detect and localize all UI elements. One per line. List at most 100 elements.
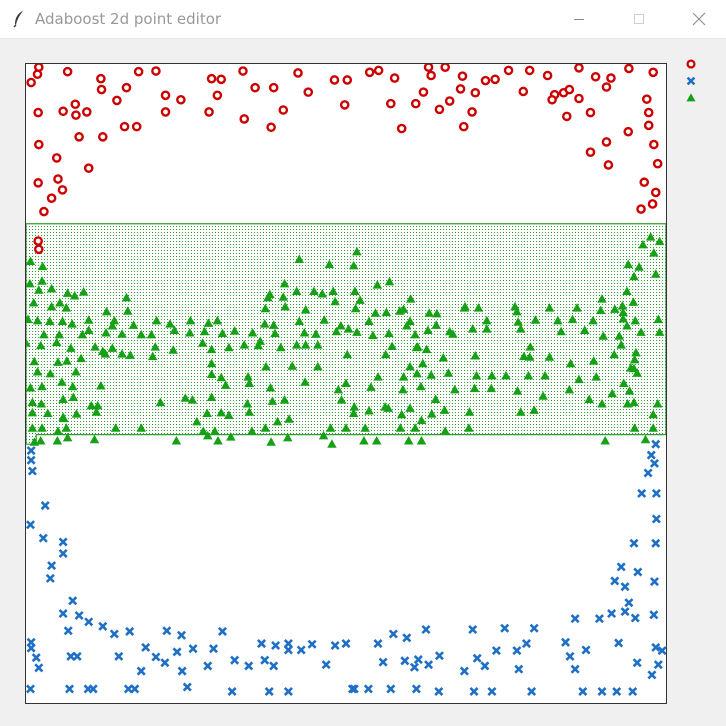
green-triangle-point[interactable] bbox=[515, 407, 526, 416]
green-triangle-point[interactable] bbox=[622, 320, 632, 330]
blue-cross-point[interactable] bbox=[257, 639, 267, 649]
green-triangle-point[interactable] bbox=[107, 343, 118, 352]
green-triangle-point[interactable] bbox=[460, 301, 470, 311]
red-circle-point[interactable] bbox=[33, 178, 43, 188]
green-triangle-point[interactable] bbox=[53, 426, 63, 435]
blue-cross-point[interactable] bbox=[651, 514, 661, 524]
green-triangle-point[interactable] bbox=[416, 381, 426, 391]
red-circle-point[interactable] bbox=[524, 65, 535, 76]
green-triangle-point[interactable] bbox=[283, 432, 293, 442]
green-triangle-point[interactable] bbox=[192, 416, 202, 426]
green-triangle-point[interactable] bbox=[324, 259, 335, 269]
green-triangle-point[interactable] bbox=[418, 358, 428, 368]
green-triangle-point[interactable] bbox=[247, 426, 257, 435]
blue-cross-point[interactable] bbox=[84, 617, 94, 627]
green-triangle-point[interactable] bbox=[136, 329, 146, 339]
blue-cross-point[interactable] bbox=[58, 609, 68, 619]
green-triangle-point[interactable] bbox=[220, 380, 231, 389]
green-triangle-point[interactable] bbox=[632, 368, 642, 377]
green-triangle-point[interactable] bbox=[83, 325, 94, 334]
green-triangle-point[interactable] bbox=[151, 315, 162, 325]
green-triangle-point[interactable] bbox=[439, 405, 450, 414]
blue-cross-point[interactable] bbox=[527, 686, 537, 697]
green-triangle-point[interactable] bbox=[616, 340, 626, 349]
blue-cross-point[interactable] bbox=[651, 488, 661, 498]
blue-cross-point[interactable] bbox=[264, 686, 274, 697]
blue-cross-point[interactable] bbox=[26, 643, 36, 653]
green-triangle-point[interactable] bbox=[35, 436, 46, 445]
minimize-button[interactable] bbox=[556, 0, 602, 38]
red-circle-point[interactable] bbox=[339, 100, 350, 110]
red-circle-point[interactable] bbox=[39, 206, 49, 217]
green-triangle-point[interactable] bbox=[229, 326, 240, 335]
blue-cross-point[interactable] bbox=[459, 666, 469, 676]
blue-cross-point[interactable] bbox=[624, 598, 634, 608]
green-triangle-point[interactable] bbox=[410, 329, 420, 339]
green-triangle-point[interactable] bbox=[579, 325, 590, 334]
red-circle-point[interactable] bbox=[423, 64, 434, 72]
red-circle-point[interactable] bbox=[606, 73, 616, 83]
green-triangle-point[interactable] bbox=[83, 315, 94, 324]
red-circle-point[interactable] bbox=[266, 122, 276, 133]
green-triangle-point[interactable] bbox=[52, 436, 63, 445]
green-triangle-point[interactable] bbox=[76, 353, 86, 363]
green-triangle-point[interactable] bbox=[556, 326, 566, 336]
blue-cross-point[interactable] bbox=[632, 658, 642, 668]
red-circle-point[interactable] bbox=[389, 73, 400, 83]
green-triangle-point[interactable] bbox=[260, 423, 271, 432]
green-triangle-point[interactable] bbox=[125, 350, 136, 359]
blue-cross-point[interactable] bbox=[581, 645, 591, 655]
green-triangle-point[interactable] bbox=[622, 398, 633, 408]
red-circle-point[interactable] bbox=[160, 90, 171, 101]
blue-cross-point[interactable] bbox=[330, 640, 340, 651]
green-triangle-point[interactable] bbox=[92, 400, 103, 410]
blue-cross-point[interactable] bbox=[26, 455, 36, 465]
green-triangle-point[interactable] bbox=[352, 246, 362, 256]
blue-cross-point[interactable] bbox=[651, 439, 661, 449]
green-triangle-point[interactable] bbox=[544, 303, 555, 312]
green-triangle-point[interactable] bbox=[210, 426, 220, 435]
green-triangle-point[interactable] bbox=[278, 292, 289, 301]
green-triangle-point[interactable] bbox=[34, 285, 44, 294]
blue-cross-point[interactable] bbox=[177, 666, 187, 676]
green-triangle-point[interactable] bbox=[110, 423, 121, 432]
blue-cross-point[interactable] bbox=[421, 624, 431, 635]
green-triangle-point[interactable] bbox=[486, 383, 497, 393]
green-triangle-point[interactable] bbox=[364, 405, 374, 415]
blue-cross-point[interactable] bbox=[307, 639, 317, 649]
green-triangle-point[interactable] bbox=[259, 319, 270, 328]
red-circle-point[interactable] bbox=[385, 98, 396, 109]
blue-cross-point[interactable] bbox=[480, 661, 490, 671]
green-triangle-point[interactable] bbox=[212, 315, 223, 325]
blue-cross-point[interactable] bbox=[646, 450, 656, 460]
green-triangle-point[interactable] bbox=[482, 315, 492, 325]
green-triangle-point[interactable] bbox=[470, 351, 481, 360]
green-triangle-point[interactable] bbox=[101, 306, 112, 316]
blue-cross-point[interactable] bbox=[500, 623, 510, 633]
blue-cross-point[interactable] bbox=[160, 658, 170, 668]
green-triangle-point[interactable] bbox=[501, 370, 511, 380]
green-triangle-point[interactable] bbox=[267, 396, 278, 405]
red-circle-point[interactable] bbox=[480, 75, 491, 86]
point-editor-canvas[interactable] bbox=[25, 63, 667, 704]
green-triangle-point[interactable] bbox=[398, 384, 408, 394]
blue-cross-point[interactable] bbox=[620, 582, 630, 592]
red-circle-point[interactable] bbox=[396, 123, 407, 134]
green-triangle-point[interactable] bbox=[530, 315, 541, 324]
blue-cross-point[interactable] bbox=[141, 642, 151, 652]
red-circle-point[interactable] bbox=[34, 139, 44, 150]
green-triangle-point[interactable] bbox=[311, 329, 321, 338]
red-circle-point[interactable] bbox=[434, 104, 445, 115]
green-triangle-point[interactable] bbox=[117, 349, 127, 358]
blue-cross-point[interactable] bbox=[162, 626, 172, 636]
green-triangle-point[interactable] bbox=[588, 315, 598, 325]
red-circle-point[interactable] bbox=[62, 66, 73, 77]
red-circle-point[interactable] bbox=[216, 74, 226, 85]
red-circle-point[interactable] bbox=[601, 82, 612, 92]
green-triangle-point[interactable] bbox=[128, 320, 139, 329]
green-triangle-point[interactable] bbox=[217, 328, 228, 338]
blue-cross-point[interactable] bbox=[63, 626, 73, 636]
blue-cross-point[interactable] bbox=[31, 653, 41, 663]
blue-cross-point[interactable] bbox=[260, 655, 270, 665]
red-circle-point[interactable] bbox=[649, 139, 659, 150]
